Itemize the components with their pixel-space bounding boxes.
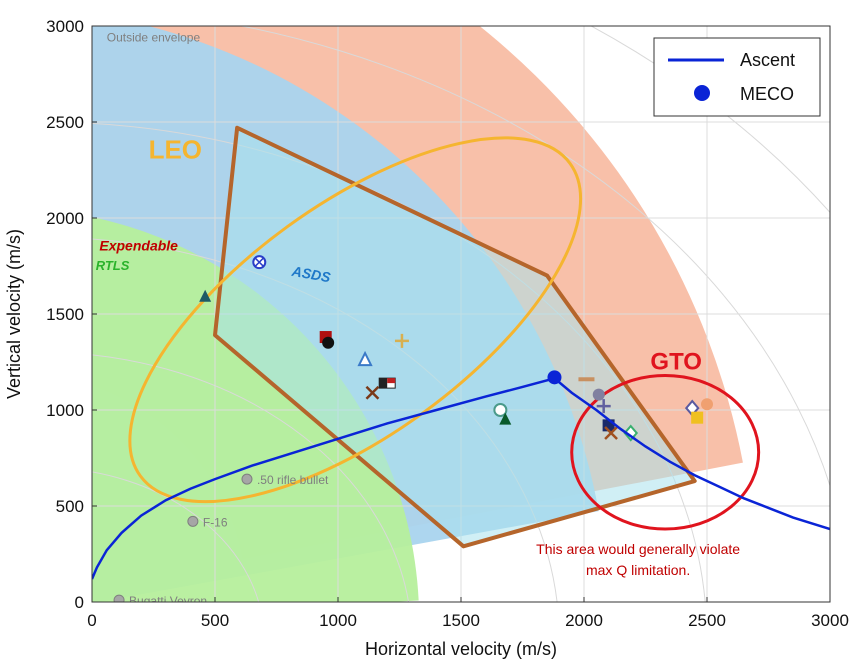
- grid-arc: [238, 26, 830, 488]
- ellipse-gto: [570, 373, 761, 531]
- y-tick-label: 1000: [46, 401, 84, 420]
- vehicle-marker: [578, 377, 595, 382]
- vehicle-marker: [701, 398, 713, 411]
- vehicle-marker: [596, 399, 611, 414]
- reference-point: [241, 473, 253, 485]
- vehicle-marker: [604, 426, 618, 440]
- vehicle-marker: [365, 385, 380, 400]
- vehicle-marker-cross: [254, 257, 264, 267]
- y-axis-title: Vertical velocity (m/s): [4, 229, 24, 399]
- y-tick-label: 0: [75, 593, 84, 612]
- vehicle-marker: [322, 336, 335, 349]
- vehicle-marker: [493, 403, 508, 417]
- grid-arc: [92, 354, 409, 602]
- region-label-expendable: Expendable: [99, 238, 178, 254]
- y-tick-label: 3000: [46, 17, 84, 36]
- y-tick-label: 1500: [46, 305, 84, 324]
- vehicle-marker: [623, 424, 639, 442]
- legend-swatch-meco: [694, 85, 710, 101]
- region-label-rtls: RTLS: [96, 258, 130, 273]
- x-tick-label: 3000: [811, 611, 849, 630]
- vehicle-marker: [592, 388, 605, 401]
- plot-area: Expendable RTLS ASDS Outside envelope LEO GTO…: [92, 26, 830, 608]
- legend-box: [653, 37, 821, 117]
- vehicle-marker: [394, 333, 409, 348]
- y-tick-label: 2500: [46, 113, 84, 132]
- x-axis-title: Horizontal velocity (m/s): [365, 639, 557, 659]
- region-label-asds: ASDS: [290, 263, 333, 286]
- reference-point-label: Bugatti Veyron: [129, 594, 207, 608]
- ellipse-label-leo: LEO: [149, 134, 202, 164]
- meco-point: [547, 370, 562, 385]
- legend: Ascent MECO: [653, 37, 821, 117]
- annotation-text: This area would generally violate: [536, 541, 740, 557]
- axes: 0 500 1000 1500 2000 2500 3000 0 500 1000 1500 2000…: [4, 17, 849, 659]
- reference-point-label: F-16: [203, 515, 228, 529]
- vehicle-marker: [691, 411, 704, 424]
- reference-point: [113, 594, 125, 602]
- vehicle-marker: [499, 412, 512, 425]
- vehicle-marker: [357, 350, 373, 367]
- vehicle-marker-part: [387, 378, 396, 384]
- x-tick-label: 0: [87, 611, 96, 630]
- y-tick-label: 500: [56, 497, 84, 516]
- y-tick-label: 2000: [46, 209, 84, 228]
- region-label-outside-envelope: Outside envelope: [107, 30, 201, 44]
- x-tick-label: 1000: [319, 611, 357, 630]
- vehicle-marker-part: [379, 378, 388, 389]
- x-tick-label: 1500: [442, 611, 480, 630]
- annotation-text: max Q limitation.: [586, 562, 690, 578]
- series-line-ascent: [92, 376, 830, 580]
- reference-point: [187, 515, 199, 527]
- reference-point-label: .50 rifle bullet: [257, 473, 329, 487]
- flight-envelope: [213, 125, 697, 549]
- vehicle-marker: [199, 289, 212, 302]
- x-tick-label: 2500: [688, 611, 726, 630]
- x-tick-label: 500: [201, 611, 229, 630]
- legend-label-meco: MECO: [740, 84, 794, 104]
- ellipse-label-gto: GTO: [650, 349, 702, 376]
- x-tick-label: 2000: [565, 611, 603, 630]
- legend-label-ascent: Ascent: [740, 50, 795, 70]
